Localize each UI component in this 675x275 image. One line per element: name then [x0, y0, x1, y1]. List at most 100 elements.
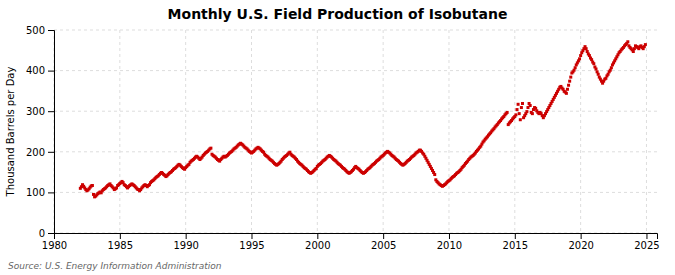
- point: [644, 43, 647, 46]
- y-axis-line: [48, 31, 55, 234]
- x-tick: 1995: [239, 233, 264, 251]
- x-tick-label: 1985: [108, 240, 133, 251]
- x-tick: 2015: [503, 233, 528, 251]
- x-tick: 2005: [371, 233, 396, 251]
- point: [518, 112, 521, 115]
- x-tick-label: 2010: [437, 240, 462, 251]
- x-tick-mark: [515, 233, 516, 239]
- x-grid-line: [514, 30, 515, 233]
- point: [433, 173, 436, 176]
- point: [585, 47, 588, 50]
- x-grid-line: [185, 30, 186, 233]
- point: [594, 67, 597, 70]
- x-axis-line: [55, 234, 658, 240]
- x-grid-line: [317, 30, 318, 233]
- y-tick: 0: [39, 228, 54, 239]
- point: [632, 50, 635, 53]
- y-grid-line: [54, 30, 657, 31]
- y-tick-mark: [48, 30, 54, 31]
- y-grid-line: [54, 111, 657, 112]
- point: [578, 57, 581, 60]
- x-tick-label: 2025: [634, 240, 659, 251]
- point: [597, 73, 600, 76]
- y-tick: 300: [26, 106, 54, 117]
- y-tick: 400: [26, 65, 54, 76]
- point: [506, 111, 509, 114]
- point: [568, 80, 571, 83]
- x-tick: 2010: [437, 233, 462, 251]
- y-grid-line: [54, 70, 657, 71]
- grid: [54, 30, 657, 233]
- y-tick-label: 300: [26, 106, 45, 117]
- point: [519, 118, 522, 121]
- x-tick-mark: [581, 233, 582, 239]
- x-tick: 2000: [305, 233, 330, 251]
- y-tick-mark: [48, 71, 54, 72]
- point: [91, 184, 94, 187]
- point: [566, 88, 569, 91]
- y-tick: 100: [26, 187, 54, 198]
- x-tick-label: 1980: [42, 240, 67, 251]
- x-tick-mark: [317, 233, 318, 239]
- point: [569, 76, 572, 79]
- y-tick-mark: [48, 233, 54, 234]
- point: [514, 113, 517, 116]
- point: [525, 110, 528, 113]
- x-tick-mark: [449, 233, 450, 239]
- point: [516, 108, 519, 111]
- points: [79, 40, 647, 198]
- x-tick: 1980: [42, 233, 67, 251]
- x-tick-label: 2020: [568, 240, 593, 251]
- point: [574, 66, 577, 69]
- y-tick-mark: [48, 111, 54, 112]
- chart: 1980198519901995200020052010201520202025…: [0, 0, 675, 275]
- point: [209, 147, 212, 150]
- x-tick: 2025: [634, 233, 659, 251]
- point: [567, 84, 570, 87]
- y-grid-line: [54, 151, 657, 152]
- x-grid-line: [119, 30, 120, 233]
- point: [529, 104, 532, 107]
- y-tick-label: 100: [26, 187, 45, 198]
- y-grid-line: [54, 192, 657, 193]
- x-tick-label: 1995: [239, 240, 264, 251]
- y-tick-mark: [48, 192, 54, 193]
- y-tick-label: 200: [26, 147, 45, 158]
- title: Monthly U.S. Field Production of Isobuta…: [168, 6, 508, 22]
- x-tick: 2020: [568, 233, 593, 251]
- x-axis: 1980 1985 1990 1995 2000 2005 2010 2015 2020 2025: [42, 233, 660, 251]
- x-tick-mark: [251, 233, 252, 239]
- y-tick: 200: [26, 147, 54, 158]
- y-tick: 500: [26, 25, 54, 36]
- x-tick-mark: [186, 233, 187, 239]
- x-tick-mark: [120, 233, 121, 239]
- point: [531, 112, 534, 115]
- point: [610, 66, 613, 69]
- x-grid-line: [646, 30, 647, 233]
- x-tick-label: 1990: [173, 240, 198, 251]
- point: [592, 62, 595, 65]
- y-tick-mark: [48, 152, 54, 153]
- point: [521, 102, 524, 105]
- x-tick-label: 2015: [503, 240, 528, 251]
- x-tick-mark: [646, 233, 647, 239]
- y-axis-title: Thousand Barrels per Day: [5, 67, 16, 198]
- x-grid-line: [448, 30, 449, 233]
- x-tick: 1985: [108, 233, 133, 251]
- y-tick-label: 500: [26, 25, 45, 36]
- x-tick-mark: [383, 233, 384, 239]
- x-grid-line: [383, 30, 384, 233]
- y-tick-label: 400: [26, 65, 45, 76]
- point: [579, 54, 582, 57]
- point: [517, 103, 520, 106]
- y-axis: 0 100 200 300 400 500: [26, 25, 55, 239]
- x-tick: 1990: [173, 233, 198, 251]
- y-tick-label: 0: [39, 228, 45, 239]
- point: [520, 106, 523, 109]
- x-grid-line: [580, 30, 581, 233]
- x-grid-line: [251, 30, 252, 233]
- point: [565, 92, 568, 95]
- x-tick-label: 2005: [371, 240, 396, 251]
- source: Source: U.S. Energy Information Administ…: [8, 261, 222, 271]
- point: [626, 40, 629, 43]
